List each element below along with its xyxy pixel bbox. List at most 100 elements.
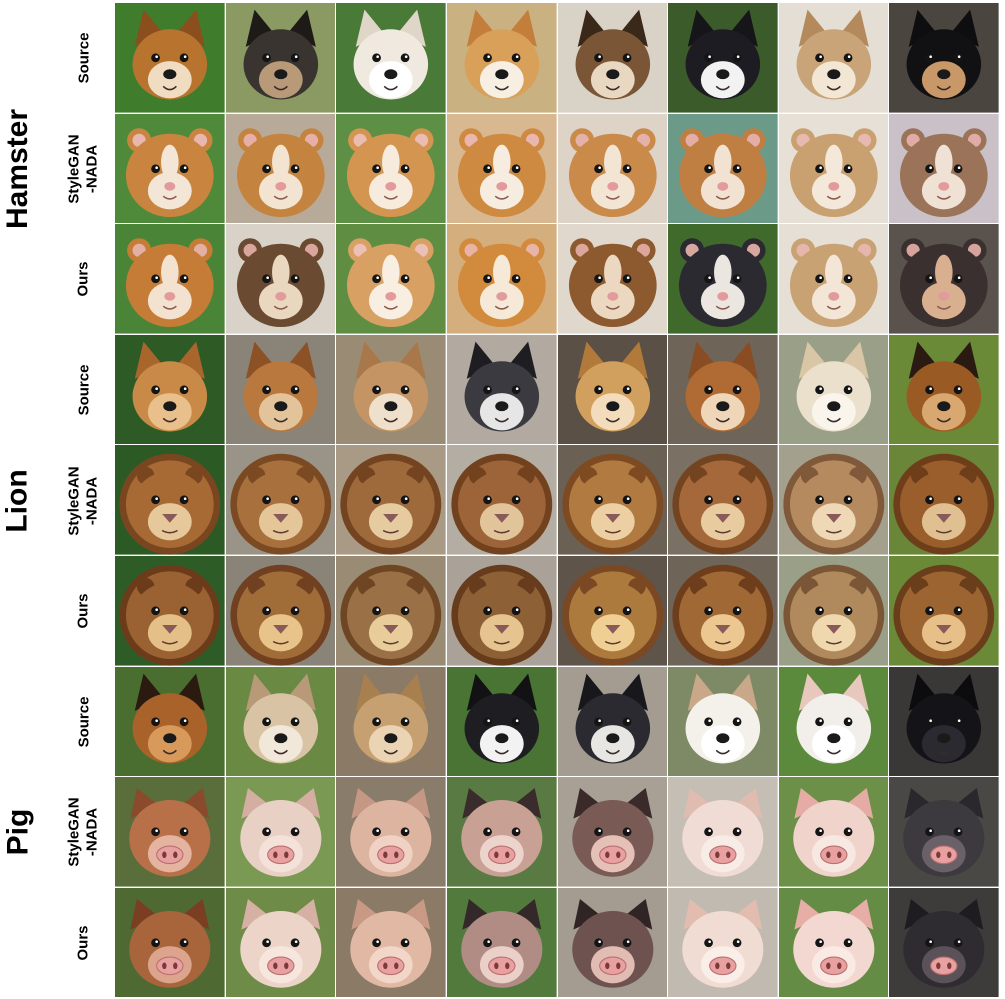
dog-face-drawing [778, 3, 889, 113]
group-label-text: Hamster [1, 108, 34, 229]
lion-face-drawing [889, 445, 999, 555]
hamster-face-image [889, 224, 999, 334]
pig-face-image [889, 887, 999, 998]
lion-face-image [336, 556, 446, 666]
dog-face-image [557, 3, 668, 113]
hamster-face-image [225, 224, 336, 334]
dog-face-drawing [225, 666, 336, 777]
lion-face-drawing [336, 445, 446, 555]
group-label-pig: Pig [0, 667, 36, 999]
dog-face-image [225, 666, 336, 777]
lion-face-image [668, 556, 778, 666]
pig-face-drawing [115, 777, 225, 887]
pig-face-image [668, 887, 778, 998]
dog-face-image [446, 334, 557, 445]
pig-face-image [557, 887, 668, 998]
dog-face-image [668, 3, 778, 113]
dog-face-drawing [889, 3, 999, 113]
lion-face-image [557, 556, 668, 666]
hamster-face-image [668, 224, 778, 334]
dog-face-drawing [446, 334, 557, 445]
lion-face-image [557, 445, 668, 555]
lion-face-drawing [225, 445, 336, 555]
group-label-lion: Lion [0, 335, 36, 667]
dog-face-drawing [446, 666, 557, 777]
dog-face-image [336, 3, 446, 113]
dog-face-drawing [668, 3, 778, 113]
hamster-face-drawing [778, 113, 889, 224]
hamster-face-image [557, 224, 668, 334]
pig-face-drawing [668, 887, 778, 998]
pig-face-drawing [889, 887, 999, 998]
dog-face-image [889, 3, 999, 113]
pig-face-image [336, 887, 446, 998]
pig-face-image [225, 777, 336, 887]
pig-face-drawing [889, 777, 999, 887]
hamster-face-drawing [668, 224, 778, 334]
pig-face-drawing [225, 777, 336, 887]
dog-face-drawing [889, 334, 999, 445]
dog-face-drawing [557, 334, 668, 445]
dog-face-drawing [778, 334, 889, 445]
hamster-face-drawing [557, 224, 668, 334]
hamster-face-drawing [889, 224, 999, 334]
dog-face-drawing [668, 334, 778, 445]
lion-face-image [336, 445, 446, 555]
dog-face-drawing [557, 3, 668, 113]
lion-face-image [889, 445, 999, 555]
dog-face-image [336, 666, 446, 777]
row-label-text: Source [74, 32, 92, 84]
hamster-face-drawing [225, 113, 336, 224]
row-label-text: Source [74, 364, 92, 416]
dog-face-image [115, 3, 225, 113]
dog-face-image [778, 334, 889, 445]
hamster-face-image [336, 113, 446, 224]
hamster-face-image [115, 224, 225, 334]
pig-face-image [225, 887, 336, 998]
row-label-text: StyleGAN -NADA [66, 797, 101, 868]
dog-face-image [557, 334, 668, 445]
row-label-text: Source [74, 696, 92, 748]
dog-face-image [778, 3, 889, 113]
dog-face-drawing [557, 666, 668, 777]
hamster-face-image [778, 224, 889, 334]
pig-face-image [778, 887, 889, 998]
hamster-face-image [446, 224, 557, 334]
lion-face-image [778, 445, 889, 555]
dog-face-drawing [446, 3, 557, 113]
dog-face-image [446, 666, 557, 777]
row-label: Source [54, 335, 114, 446]
pig-face-image [336, 777, 446, 887]
group-label-hamster: Hamster [0, 3, 36, 335]
dog-face-image [889, 666, 999, 777]
pig-face-drawing [336, 887, 446, 998]
row-label-text: Ours [74, 925, 92, 961]
dog-face-image [115, 666, 225, 777]
lion-face-drawing [446, 556, 557, 666]
lion-face-image [778, 556, 889, 666]
row-label: Ours [54, 224, 114, 335]
hamster-face-image [446, 113, 557, 224]
dog-face-drawing [336, 334, 446, 445]
dog-face-drawing [225, 3, 336, 113]
pig-face-image [115, 777, 225, 887]
row-label-text: StyleGAN -NADA [66, 134, 101, 204]
lion-face-image [668, 445, 778, 555]
dog-face-image [446, 3, 557, 113]
row-label: StyleGAN -NADA [54, 445, 114, 556]
row-label: StyleGAN -NADA [54, 777, 114, 888]
row-label-text: StyleGAN -NADA [66, 466, 101, 536]
lion-face-drawing [889, 556, 999, 666]
dog-face-image [225, 334, 336, 445]
dog-face-drawing [225, 334, 336, 445]
row-label-text: Ours [74, 593, 92, 629]
dog-face-image [668, 666, 778, 777]
lion-face-image [446, 556, 557, 666]
lion-face-drawing [446, 445, 557, 555]
lion-face-image [225, 556, 336, 666]
dog-face-image [225, 3, 336, 113]
hamster-face-image [557, 113, 668, 224]
pig-face-image [115, 887, 225, 998]
pig-face-drawing [778, 887, 889, 998]
lion-face-drawing [115, 556, 225, 666]
